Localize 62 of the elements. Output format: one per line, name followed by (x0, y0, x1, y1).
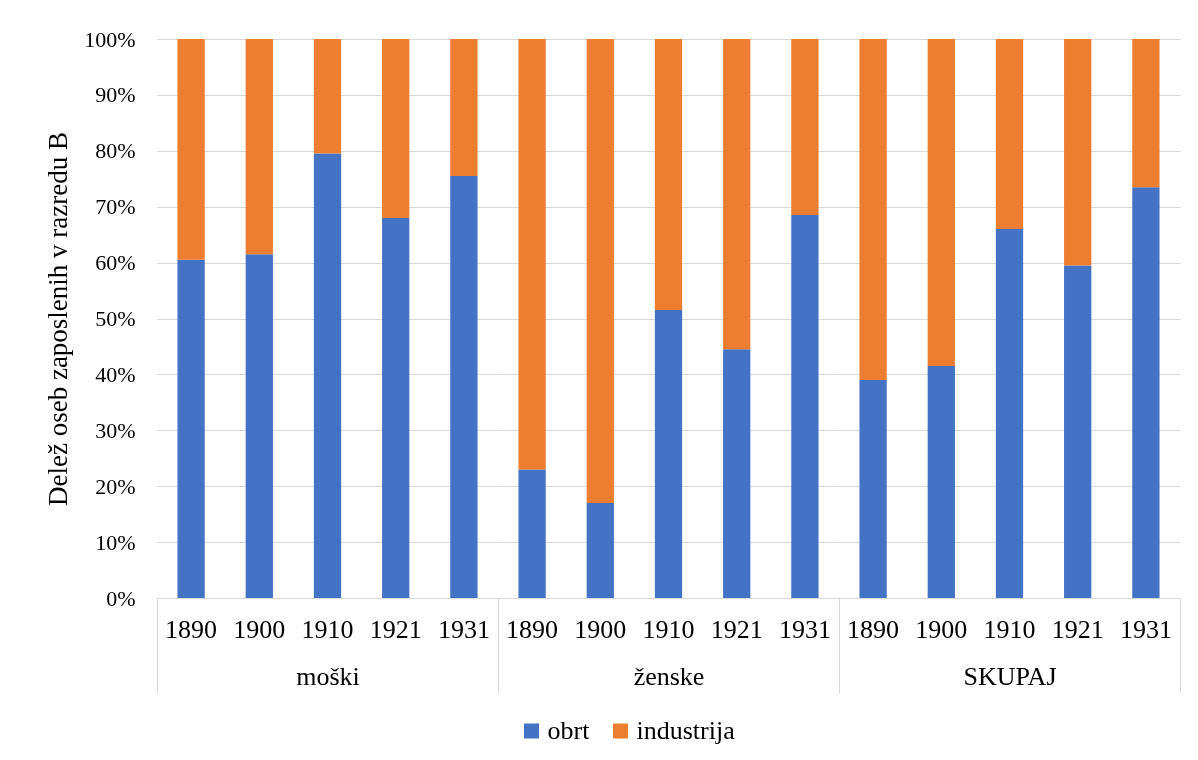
bar (927, 39, 955, 367)
bar (927, 366, 955, 598)
x-tick-label: 1890 (165, 614, 218, 644)
bar (859, 379, 887, 598)
x-tick-label: 1931 (778, 614, 831, 644)
bar (313, 39, 342, 154)
bar (723, 349, 751, 598)
bar (586, 39, 614, 503)
x-tick-label: 1931 (437, 614, 490, 644)
y-tick-label: 40% (95, 361, 136, 387)
y-tick-label: 60% (95, 250, 136, 276)
x-tick-label: 1910 (301, 614, 354, 644)
bar (1064, 265, 1092, 598)
bar (1132, 187, 1160, 598)
bar (518, 39, 546, 470)
bar (995, 229, 1024, 598)
bar (518, 469, 546, 598)
y-tick-label: 70% (95, 194, 136, 220)
bar (586, 502, 614, 598)
x-tick-label: 1931 (1119, 614, 1172, 644)
x-tick-label: 1900 (574, 614, 627, 644)
bar (723, 39, 751, 350)
y-tick-label: 50% (95, 306, 136, 331)
y-tick-label: 0% (106, 585, 136, 611)
x-tick-label: 1910 (642, 614, 695, 644)
bar (654, 39, 683, 311)
bar (313, 153, 342, 598)
bar (654, 310, 683, 598)
x-tick-label: 1890 (847, 614, 900, 644)
bar (859, 39, 887, 380)
bar (791, 215, 819, 598)
bar (177, 259, 205, 598)
x-tick-label: 1900 (915, 614, 968, 644)
y-tick-label: 100% (84, 26, 136, 52)
bar (450, 39, 478, 176)
legend-label: obrt (547, 716, 591, 745)
x-tick-label: 1921 (710, 614, 763, 644)
bar (1132, 39, 1160, 188)
x-tick-label: 1900 (233, 614, 286, 644)
y-tick-label: 80% (95, 138, 136, 164)
bar (791, 39, 819, 216)
x-axis-title: ženske (633, 661, 705, 691)
y-tick-label: 10% (95, 529, 136, 555)
bar (245, 254, 273, 598)
x-tick-label: 1890 (506, 614, 559, 644)
legend-label: industrija (636, 716, 736, 745)
x-tick-label: 1910 (983, 614, 1036, 644)
bar (382, 217, 410, 598)
bar (177, 39, 205, 260)
bar (382, 39, 410, 218)
x-tick-label: 1921 (369, 614, 422, 644)
y-tick-label: 20% (95, 473, 136, 499)
y-tick-label: 90% (95, 82, 136, 108)
x-tick-label: 1921 (1051, 614, 1104, 644)
y-tick-label: 30% (95, 417, 136, 443)
bar (995, 39, 1024, 230)
x-axis-title: SKUPAJ (963, 661, 1057, 691)
y-axis-title: Delež oseb zaposlenih v razredu B (43, 131, 74, 507)
bar (450, 175, 478, 598)
bar (1064, 39, 1092, 266)
bar (245, 39, 273, 255)
x-axis-title: moški (296, 661, 360, 691)
